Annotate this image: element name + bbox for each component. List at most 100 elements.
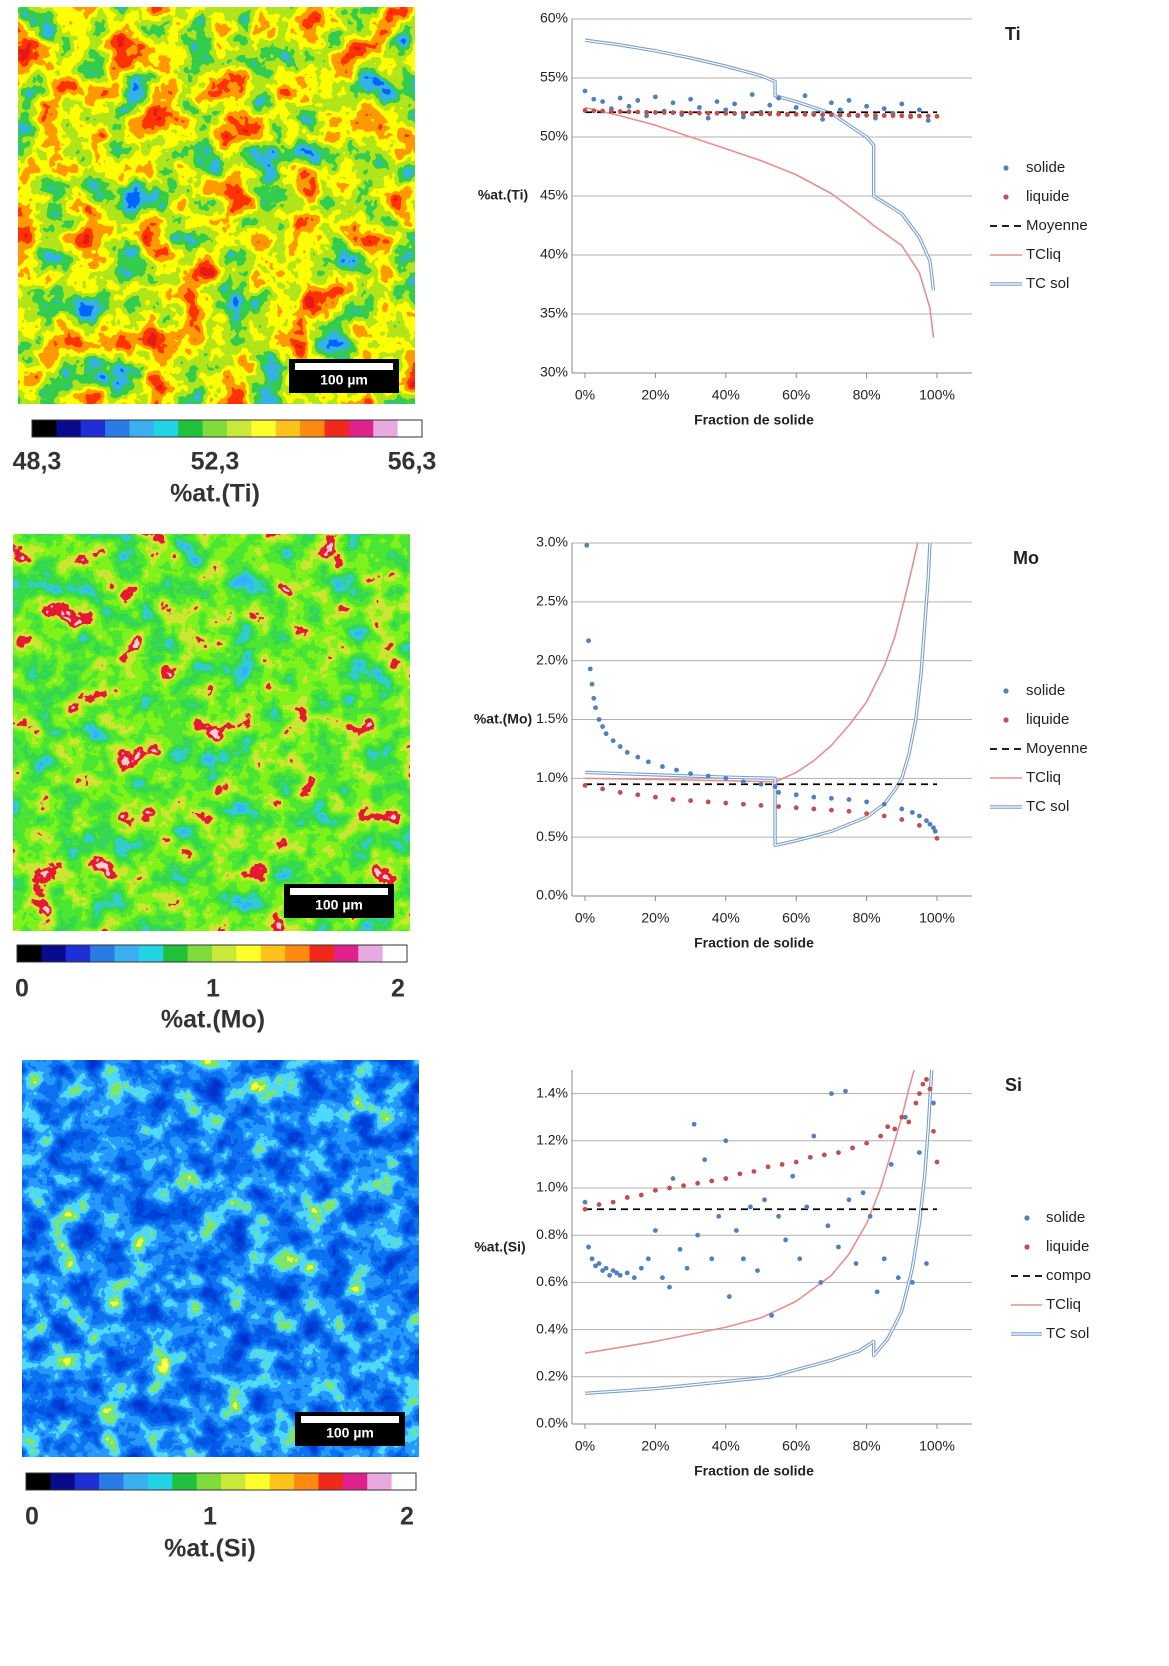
data-point [783, 1237, 789, 1243]
data-point [899, 1114, 905, 1120]
data-point [732, 101, 737, 107]
x-tick-label: 100% [919, 387, 955, 403]
data-point [864, 799, 869, 805]
data-point [670, 100, 676, 106]
series-line-inner [584, 542, 931, 847]
legend-label: TCliq [1026, 246, 1061, 263]
data-point [802, 93, 808, 99]
legend-label: solide [1026, 682, 1065, 699]
data-point [596, 1202, 602, 1207]
data-point [695, 1232, 701, 1238]
data-point [920, 1081, 926, 1087]
data-point [653, 94, 658, 100]
data-point [811, 794, 817, 800]
data-point [917, 1150, 922, 1155]
scale-bar-label: 100 µm [315, 897, 363, 913]
data-point [624, 1195, 630, 1200]
data-point [723, 107, 729, 113]
y-tick-label: 2.5% [536, 593, 568, 609]
y-tick-label: 0.0% [536, 1415, 568, 1431]
legend-marker [1003, 194, 1009, 200]
legend-label: Moyenne [1026, 217, 1088, 234]
data-point [737, 1171, 743, 1177]
data-point [679, 110, 685, 116]
colorbar-cell [367, 1473, 393, 1490]
data-point [804, 1204, 810, 1210]
map-image [13, 534, 410, 931]
data-point [635, 754, 641, 760]
legend-label: solide [1046, 1209, 1085, 1226]
legend-label: TC sol [1046, 1325, 1089, 1342]
data-point [681, 1183, 686, 1189]
data-point [793, 792, 799, 798]
data-point [924, 818, 929, 824]
x-tick-label: 60% [782, 1438, 810, 1454]
colorbar-cell [50, 1473, 76, 1490]
data-point [793, 105, 799, 110]
x-axis-label: Fraction de solide [694, 1463, 814, 1479]
colorbar-cell [80, 420, 106, 437]
x-tick-label: 80% [853, 387, 881, 403]
x-tick-label: 0% [575, 387, 595, 403]
data-point [902, 1114, 908, 1120]
data-point [653, 110, 658, 115]
colorbar-cell [358, 945, 384, 962]
data-point [582, 1199, 588, 1205]
data-point [779, 1162, 785, 1167]
data-point [600, 99, 605, 104]
data-point [586, 1244, 591, 1250]
data-point [702, 1157, 708, 1163]
data-point [927, 1086, 933, 1092]
x-tick-label: 20% [641, 387, 669, 403]
x-tick-label: 0% [575, 910, 595, 926]
colorbar-frame [25, 1472, 417, 1491]
data-point [776, 790, 781, 795]
data-point [617, 95, 623, 101]
colorbar-cell [236, 945, 262, 962]
data-point [837, 107, 843, 113]
data-point [609, 108, 614, 114]
data-point [748, 1204, 753, 1210]
data-point [741, 111, 746, 117]
data-point [714, 110, 720, 116]
data-point [589, 681, 595, 687]
data-point [802, 112, 808, 117]
colorbar-label: 0 [15, 975, 29, 1003]
data-point [881, 1256, 887, 1262]
scale-bar [301, 1416, 399, 1423]
y-tick-label: 0.0% [536, 887, 568, 903]
data-point [586, 638, 591, 644]
data-point [600, 786, 605, 792]
data-point [793, 111, 799, 117]
colorbar-cell [32, 420, 57, 437]
legend-label: Moyenne [1026, 740, 1088, 757]
data-point [881, 813, 887, 819]
data-point [593, 705, 598, 711]
data-point [600, 108, 605, 114]
data-point [932, 828, 938, 834]
data-point [603, 731, 609, 737]
x-tick-label: 80% [853, 910, 881, 926]
chart-title: Si [1005, 1075, 1022, 1095]
data-point [617, 1272, 623, 1278]
x-axis-label: Fraction de solide [694, 412, 814, 428]
data-point [776, 1213, 781, 1219]
data-point [705, 799, 711, 805]
data-point [793, 1159, 799, 1165]
data-point [603, 1265, 609, 1271]
data-point [670, 110, 676, 116]
colorbar-cell [202, 420, 228, 437]
data-point [776, 804, 781, 809]
data-point [899, 101, 905, 107]
data-point [726, 1294, 732, 1299]
data-point [705, 115, 711, 121]
colorbar-cell [178, 420, 204, 437]
y-tick-label: 1.0% [536, 769, 568, 785]
data-point [653, 794, 658, 800]
y-tick-label: 55% [540, 69, 568, 85]
data-point [924, 1261, 929, 1266]
data-point [909, 1280, 915, 1285]
legend-label: liquide [1026, 711, 1069, 728]
colorbar-cell [309, 945, 335, 962]
y-tick-label: 50% [540, 128, 568, 144]
